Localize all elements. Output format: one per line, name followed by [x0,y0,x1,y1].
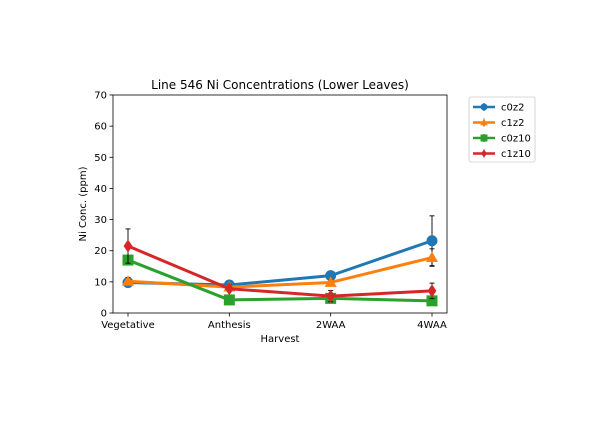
data-point [123,239,133,253]
x-tick-label: 4WAA [417,320,447,331]
data-point [481,149,487,158]
plot-series [121,215,439,307]
x-tick-label: Vegetative [101,320,155,331]
data-point [480,103,488,111]
series-line [127,258,433,303]
series-c0z2 [122,215,438,291]
data-point [480,134,488,142]
x-tick-label: 2WAA [316,320,346,331]
legend-item-c0z2: c0z2 [473,103,524,114]
y-tick-label: 10 [94,277,107,288]
legend-label: c0z2 [501,103,524,114]
x-axis: Vegetative Anthesis 2WAA 4WAA [101,313,447,331]
legend-label: c0z10 [501,134,531,145]
data-point [426,235,438,247]
series-c1z10 [123,228,437,303]
legend-label: c1z2 [501,118,524,129]
y-tick-label: 70 [94,91,107,102]
series-line [127,244,433,298]
legend-item-c0z10: c0z10 [473,134,531,145]
y-tick-label: 50 [94,153,107,164]
x-tick-label: Anthesis [208,320,251,331]
data-point [121,275,135,286]
data-point [326,289,336,303]
data-point [480,118,488,126]
data-point [224,282,234,296]
legend-item-c1z10: c1z10 [473,149,531,160]
series-line [127,256,433,289]
y-tick-label: 20 [94,246,107,257]
legend-frame [468,96,536,163]
data-point [223,294,235,306]
y-tick-label: 0 [101,309,107,320]
data-point [324,276,337,287]
legend-label: c1z10 [501,149,531,160]
legend-item-c1z2: c1z2 [473,118,524,129]
data-point [426,295,438,307]
y-tick-label: 30 [94,215,107,226]
y-tick-label: 60 [94,122,107,133]
x-axis-label: Harvest [261,334,300,345]
y-axis: 0 10 20 30 40 50 60 70 [94,91,113,320]
chart-title: Line 546 Ni Concentrations (Lower Leaves… [151,78,409,92]
legend: c0z2 c1z2 c0z10 c1z10 [468,96,536,163]
y-axis-label: Ni Conc. (ppm) [78,166,89,241]
data-point [325,270,337,282]
y-tick-label: 40 [94,184,107,195]
plot-frame [112,94,448,314]
data-point [427,284,437,298]
data-point [425,251,439,262]
